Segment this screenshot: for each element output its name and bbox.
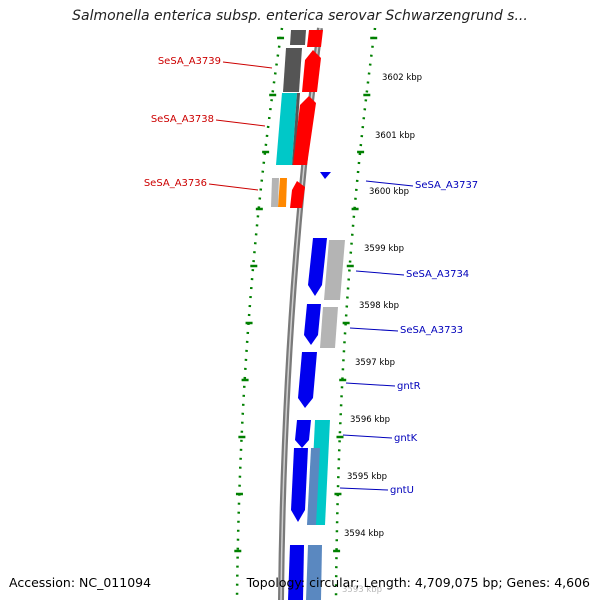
leader-line	[208, 183, 259, 191]
gene-block-orange	[278, 178, 287, 207]
gene-arrow-red	[290, 181, 305, 208]
forward-strand-genes	[288, 172, 345, 600]
gene-block-red	[307, 30, 323, 47]
gene-block-dark	[290, 30, 306, 45]
gene-block-cyan	[276, 93, 297, 165]
gene-label-reverse: SeSA_A3739	[158, 56, 221, 67]
gene-block-steel	[307, 448, 320, 525]
gene-arrow-blue	[304, 304, 321, 345]
gene-block-gray	[271, 178, 279, 207]
gene-arrow-blue	[308, 238, 327, 296]
gene-arrow-blue	[295, 420, 311, 448]
kbp-label: 3595 kbp	[347, 472, 387, 482]
gene-label-reverse: SeSA_A3736	[144, 178, 207, 189]
tick-marks	[234, 36, 378, 553]
gene-arrow-blue	[320, 172, 331, 179]
accession-text: Accession: NC_011094	[9, 575, 152, 590]
kbp-label: 3601 kbp	[375, 131, 415, 141]
gene-label-forward: SeSA_A3734	[406, 269, 469, 280]
leader-line	[342, 434, 393, 439]
leader-line	[349, 327, 399, 332]
gene-label-forward: gntR	[397, 381, 421, 392]
gene-block-gray	[320, 307, 338, 348]
leader-line	[345, 382, 396, 387]
kbp-label: 3593 kbp	[342, 585, 382, 595]
leader-line	[339, 487, 389, 491]
reverse-strand-genes	[271, 30, 323, 208]
map-title: Salmonella enterica subsp. enterica sero…	[72, 8, 528, 24]
left-dotted-ring	[235, 27, 284, 600]
leader-line	[222, 61, 273, 69]
gene-labels: SeSA_A3739 SeSA_A3738 SeSA_A3736 SeSA_A3…	[144, 56, 478, 496]
leader-line	[365, 180, 414, 187]
kbp-label: 3598 kbp	[359, 301, 399, 311]
kbp-label: 3594 kbp	[344, 529, 384, 539]
gene-arrow-red	[293, 96, 316, 165]
kbp-label: 3597 kbp	[355, 358, 395, 368]
label-leader-lines	[208, 61, 414, 491]
gene-block-steel	[306, 545, 322, 600]
kbp-label: 3596 kbp	[350, 415, 390, 425]
gene-label-forward: SeSA_A3733	[400, 325, 463, 336]
gene-block-dark	[283, 48, 302, 92]
gene-arrow-blue	[291, 448, 308, 522]
right-dotted-ring	[334, 27, 377, 600]
kbp-label: 3600 kbp	[369, 187, 409, 197]
kbp-labels: 3602 kbp 3601 kbp 3600 kbp 3599 kbp 3598…	[342, 73, 422, 595]
gene-label-forward: gntU	[390, 485, 414, 496]
kbp-label: 3602 kbp	[382, 73, 422, 83]
gene-label-forward: gntK	[394, 433, 418, 444]
gene-arrow-blue	[298, 352, 317, 408]
leader-line	[215, 119, 266, 127]
gene-block-dark	[292, 93, 300, 165]
topology-text: Topology: circular; Length: 4,709,075 bp…	[246, 575, 590, 590]
gene-label-reverse: SeSA_A3738	[151, 114, 214, 125]
gene-arrow-red	[302, 50, 321, 92]
gene-block-blue	[288, 545, 304, 600]
kbp-label: 3599 kbp	[364, 244, 404, 254]
gene-block-gray	[324, 240, 345, 300]
gene-label-forward: SeSA_A3737	[415, 180, 478, 191]
leader-line	[355, 270, 405, 276]
